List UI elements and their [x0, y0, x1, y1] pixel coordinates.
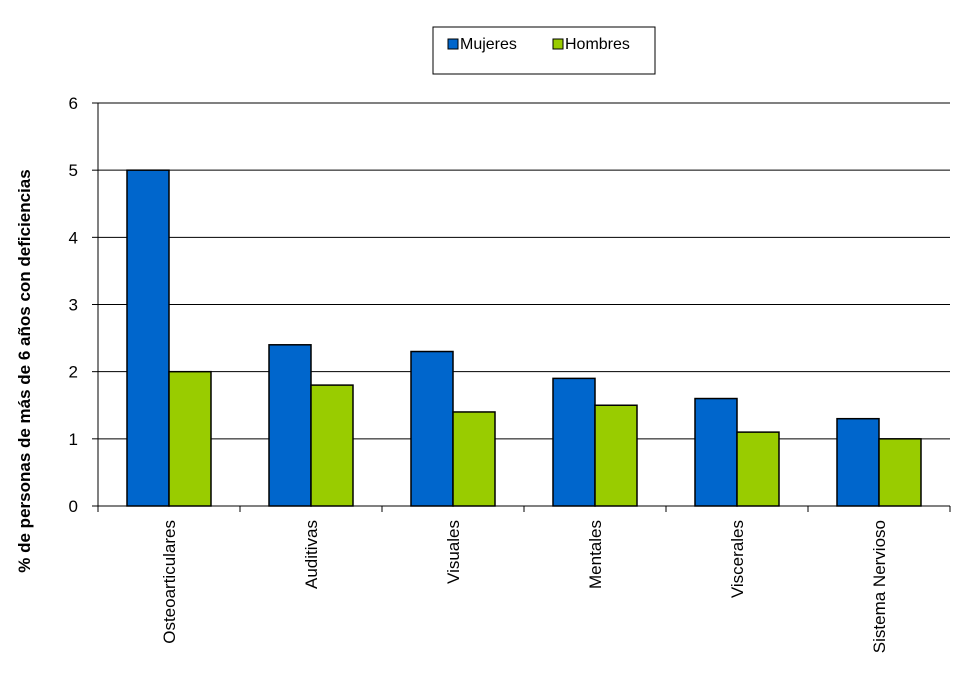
bar-hombres-5: [878, 438, 922, 507]
y-tick-label: 3: [69, 296, 78, 315]
x-tick-label: Viscerales: [728, 520, 747, 598]
y-tick-label: 6: [69, 94, 78, 113]
bar-hombres-3: [594, 404, 638, 507]
x-tick-label: Visuales: [444, 520, 463, 584]
x-tick-labels: Osteoarticulares Auditivas Visuales Mentale…: [160, 520, 889, 653]
x-tick-label: Sistema Nervioso: [870, 520, 889, 653]
x-tick-label: Auditivas: [302, 520, 321, 589]
axes: [92, 102, 951, 512]
bar-hombres-4: [736, 431, 780, 507]
bar-mujeres-3: [552, 377, 596, 507]
bar-hombres-1: [310, 384, 354, 507]
bar-hombres-2: [452, 411, 496, 507]
bar-mujeres-0: [126, 169, 170, 507]
bar-mujeres-2: [410, 350, 454, 507]
bars: [126, 169, 922, 507]
y-axis-label: % de personas de más de 6 años con defic…: [15, 169, 34, 572]
legend-label-hombres: Hombres: [565, 36, 630, 53]
x-tick-label: Osteoarticulares: [160, 520, 179, 644]
bar-mujeres-1: [268, 344, 312, 507]
y-tick-label: 5: [69, 161, 78, 180]
y-tick-label: 2: [69, 363, 78, 382]
y-tick-label: 4: [69, 228, 78, 247]
y-tick-labels: 0 1 2 3 4 5 6: [69, 94, 78, 516]
legend: Mujeres Hombres: [432, 26, 656, 75]
y-tick-label: 0: [69, 497, 78, 516]
gridlines: [98, 102, 950, 440]
bar-mujeres-5: [836, 417, 880, 507]
bar-mujeres-4: [694, 397, 738, 507]
legend-box: [432, 26, 656, 75]
legend-swatch-hombres: [552, 38, 564, 50]
bar-hombres-0: [168, 370, 212, 507]
x-tick-label: Mentales: [586, 520, 605, 589]
legend-label-mujeres: Mujeres: [460, 36, 517, 53]
y-tick-label: 1: [69, 430, 78, 449]
legend-swatch-mujeres: [447, 38, 459, 50]
